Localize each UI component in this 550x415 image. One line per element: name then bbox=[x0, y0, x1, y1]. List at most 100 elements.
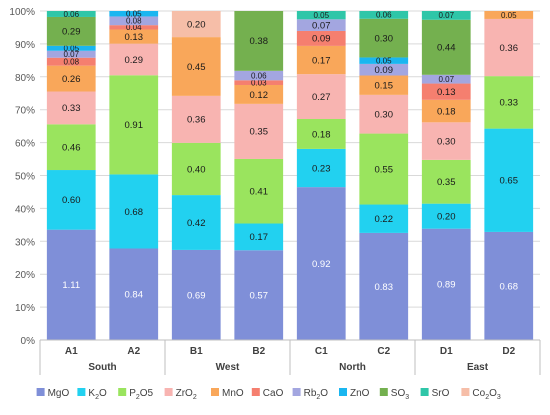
bar-segment bbox=[109, 16, 159, 26]
bar-segment bbox=[46, 65, 96, 92]
y-tick-label: 70% bbox=[15, 106, 35, 117]
data-label: 0.30 bbox=[437, 136, 456, 147]
legend-item: ZrO2 bbox=[164, 388, 197, 401]
y-tick-label: 0% bbox=[21, 336, 36, 347]
bar-segment bbox=[359, 94, 409, 134]
data-label: 0.09 bbox=[312, 34, 331, 45]
data-label: 0.13 bbox=[125, 32, 144, 43]
x-tick-label: D2 bbox=[502, 346, 515, 357]
bar-segment bbox=[421, 99, 471, 123]
bar-segment bbox=[109, 43, 159, 76]
data-label: 0.33 bbox=[500, 98, 519, 109]
bar-segment bbox=[46, 11, 96, 17]
data-label: 0.27 bbox=[312, 92, 331, 103]
bar-segment bbox=[359, 11, 409, 19]
x-tick-label: C2 bbox=[377, 346, 390, 357]
data-label: 0.05 bbox=[126, 10, 142, 19]
data-label: 0.12 bbox=[250, 90, 269, 101]
y-tick-label: 60% bbox=[15, 139, 35, 150]
legend-label: ZrO2 bbox=[176, 388, 197, 401]
bar-segment bbox=[109, 75, 159, 175]
bar-segment bbox=[234, 250, 284, 340]
y-tick-label: 100% bbox=[9, 7, 35, 18]
data-label: 0.92 bbox=[312, 259, 331, 270]
bar-segment bbox=[234, 223, 284, 251]
bar-segment bbox=[421, 19, 471, 75]
data-label: 0.05 bbox=[63, 44, 79, 53]
data-label: 0.42 bbox=[187, 218, 206, 229]
bar-segment bbox=[171, 37, 221, 96]
data-label: 0.38 bbox=[250, 36, 269, 47]
data-label: 0.33 bbox=[62, 103, 81, 114]
data-label: 0.15 bbox=[375, 81, 394, 92]
data-label: 0.23 bbox=[312, 163, 331, 174]
y-tick-label: 10% bbox=[15, 303, 35, 314]
bar-segment bbox=[109, 248, 159, 340]
data-label: 0.68 bbox=[125, 207, 144, 218]
bar-segment bbox=[109, 29, 159, 44]
bar-segment bbox=[484, 18, 534, 77]
data-label: 0.13 bbox=[437, 87, 456, 98]
x-tick-label: C1 bbox=[315, 346, 328, 357]
x-tick-label: D1 bbox=[440, 346, 453, 357]
data-label: 1.11 bbox=[62, 280, 80, 291]
x-tick-label: B2 bbox=[252, 346, 265, 357]
legend-label: K2O bbox=[88, 388, 107, 401]
bar-segment bbox=[109, 25, 159, 30]
bar-segment bbox=[484, 11, 534, 19]
bar-segment bbox=[171, 142, 221, 196]
bar-segment bbox=[109, 11, 159, 17]
data-label: 0.60 bbox=[62, 195, 81, 206]
bar-segment bbox=[359, 204, 409, 233]
data-label: 0.68 bbox=[500, 281, 519, 292]
bar-segment bbox=[359, 75, 409, 95]
data-label: 0.08 bbox=[126, 17, 142, 26]
x-tick-label: A1 bbox=[65, 346, 78, 357]
legend-label: SO3 bbox=[391, 388, 409, 401]
legend-swatch bbox=[211, 388, 219, 396]
bar-segment bbox=[421, 74, 471, 84]
data-label: 0.07 bbox=[438, 75, 454, 84]
data-label: 0.18 bbox=[312, 129, 331, 140]
data-label: 0.89 bbox=[437, 280, 456, 291]
data-label: 0.65 bbox=[500, 176, 519, 187]
bar-segment bbox=[359, 63, 409, 76]
legend-label: Rb2O bbox=[304, 388, 329, 401]
legend-label: Co2O3 bbox=[472, 388, 500, 401]
data-label: 0.20 bbox=[437, 211, 456, 222]
y-tick-label: 90% bbox=[15, 40, 35, 51]
bar-segment bbox=[46, 229, 96, 340]
legend-swatch bbox=[77, 388, 86, 396]
bar-segment bbox=[171, 11, 221, 38]
x-tick-label: B1 bbox=[190, 346, 203, 357]
bar-segment bbox=[234, 158, 284, 224]
bar-segment bbox=[421, 11, 471, 20]
legend-swatch bbox=[292, 388, 301, 396]
data-label: 0.44 bbox=[437, 43, 456, 54]
legend-swatch bbox=[379, 388, 388, 396]
legend-label: SrO bbox=[432, 388, 450, 399]
data-label: 0.55 bbox=[375, 164, 394, 175]
data-label: 0.05 bbox=[313, 11, 329, 20]
bar-segment bbox=[296, 119, 346, 149]
bar-segment bbox=[296, 187, 346, 340]
legend-item: P2O5 bbox=[118, 388, 154, 401]
data-label: 0.46 bbox=[62, 142, 81, 153]
data-label: 0.08 bbox=[63, 57, 79, 66]
data-label: 0.05 bbox=[376, 56, 392, 65]
bar-segment bbox=[296, 74, 346, 120]
data-label: 0.06 bbox=[63, 10, 79, 19]
legend-item: CaO bbox=[251, 388, 284, 399]
legend-swatch bbox=[36, 388, 45, 396]
bar-segment bbox=[296, 45, 346, 75]
bar-segment bbox=[421, 159, 471, 204]
bar-segment bbox=[296, 30, 346, 46]
data-label: 0.41 bbox=[250, 187, 269, 198]
legend-item: MgO bbox=[36, 388, 69, 399]
data-label: 0.84 bbox=[125, 290, 144, 301]
bar-segment bbox=[359, 18, 409, 58]
y-tick-label: 20% bbox=[15, 270, 35, 281]
legend-label: MnO bbox=[222, 388, 244, 399]
data-label: 0.22 bbox=[375, 214, 394, 225]
